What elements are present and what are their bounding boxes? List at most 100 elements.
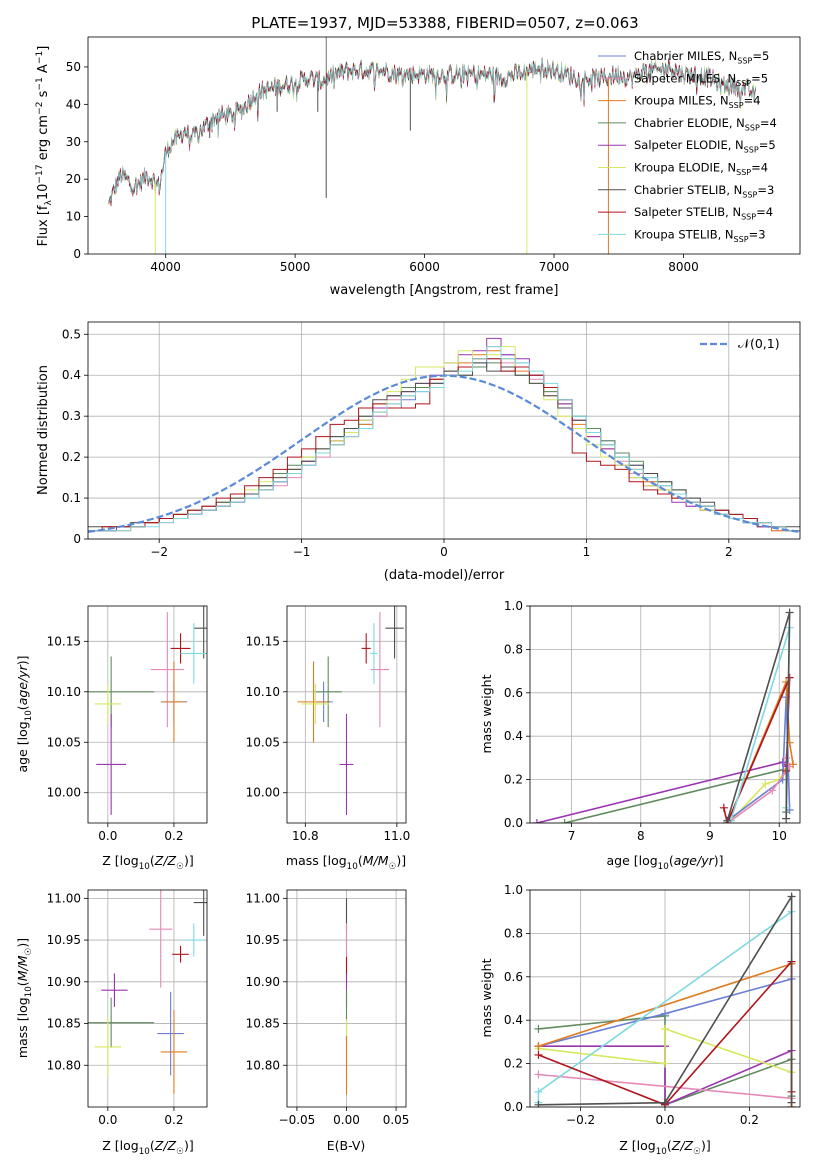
weight-marker — [787, 1098, 796, 1107]
label-part: )] — [396, 853, 406, 868]
label-part: 10 — [24, 986, 34, 997]
x-tick-label: 0.2 — [164, 1113, 183, 1127]
label-part: Kroupa ELODIE, N — [634, 161, 736, 175]
label-part: A — [36, 64, 51, 77]
label-part: SSP — [734, 235, 749, 244]
legend-entry: Kroupa STELIB, NSSP​=3 — [634, 227, 766, 243]
label-part: −1 — [35, 77, 45, 90]
label-part: Salpeter STELIB, N — [634, 205, 741, 219]
axes-frame — [87, 605, 208, 824]
label-part: )] — [714, 853, 724, 868]
label-part: mass [log — [15, 997, 30, 1058]
label-part: ( — [667, 1138, 672, 1153]
y-tick-label: 10.05 — [246, 735, 280, 749]
label-part: ( — [669, 853, 674, 868]
y-tick-label: 10.00 — [246, 786, 280, 800]
label-part: Z/Z — [154, 853, 177, 868]
age-vs-mass-plot-area — [297, 606, 404, 815]
label-part: ( — [15, 981, 30, 986]
label-part: ☉ — [388, 862, 396, 872]
x-tick-label: −2 — [150, 545, 168, 559]
chart-title: PLATE=1937, MJD=53388, FIBERID=0507, z=0… — [251, 14, 638, 32]
residuals-plot-area — [88, 337, 800, 533]
x-tick-label: 0.0 — [655, 1113, 674, 1127]
y-tick-label: 0.3 — [62, 409, 81, 423]
y-tick-label: 0.4 — [504, 1013, 523, 1027]
label-part: −17 — [35, 164, 45, 183]
label-part: =5 — [751, 71, 768, 85]
x-tick-label: 0.05 — [383, 1113, 410, 1127]
label-part: )] — [184, 853, 194, 868]
x-tick-label: 0.2 — [164, 829, 183, 843]
weight-marker — [761, 779, 770, 788]
legend-entry: Kroupa ELODIE, NSSP​=4 — [634, 161, 768, 177]
weight-marker — [723, 816, 732, 823]
legend-entry: 𝒩(0,1) — [738, 336, 780, 351]
y-tick-label: 0.2 — [62, 450, 81, 464]
y-tick-label: 0.5 — [62, 327, 81, 341]
label-part: Z [log — [102, 853, 138, 868]
x-tick-label: 0.00 — [333, 1113, 360, 1127]
weight-marker — [789, 760, 798, 769]
label-part: =3 — [757, 183, 774, 197]
x-tick-label: 8000 — [668, 260, 699, 274]
label-part: ( — [150, 1138, 155, 1153]
mass-vs-EBV-axes: −0.05 0.00 0.05 10.80 10.85 10.90 10.95 11.00 — [246, 889, 410, 1127]
y-tick-label: 11.00 — [47, 891, 81, 905]
legend-entry: Chabrier ELODIE, NSSP​=4 — [634, 116, 777, 132]
x-tick-label: 0.2 — [740, 1113, 759, 1127]
x-tick-label: 0.0 — [98, 829, 117, 843]
label-part: 10 — [24, 710, 34, 721]
label-part: ( — [15, 705, 30, 710]
y-tick-label: 0.1 — [62, 491, 81, 505]
label-part: =4 — [744, 94, 761, 108]
label-part: Chabrier ELODIE, N — [634, 116, 745, 130]
label-part: SSP — [736, 79, 751, 88]
label-part: 10 — [347, 862, 358, 872]
y-tick-label: 10.10 — [246, 685, 280, 699]
y-axis-label: age [log10​(age/yr)] — [15, 655, 34, 772]
weight-marker — [661, 1059, 669, 1068]
y-tick-label: 0.4 — [62, 368, 81, 382]
x-tick-label: −1 — [293, 545, 311, 559]
weight-marker — [661, 1024, 669, 1033]
y-axis-label: Flux [fλ​10−17​ erg cm−2​ s−1​ A−1​] — [35, 46, 54, 247]
y-tick-label: 0.6 — [504, 686, 523, 700]
x-tick-label: 4000 — [150, 260, 181, 274]
x-tick-label: 10.8 — [292, 829, 319, 843]
weight-marker — [719, 803, 728, 812]
label-part: s — [36, 90, 51, 101]
x-tick-label: 8 — [637, 829, 645, 843]
weight-line-salpeter-miles — [538, 1073, 792, 1100]
x-axis-label: wavelength [Angstrom, rest frame] — [330, 283, 559, 298]
label-part: Z/Z — [154, 1138, 177, 1153]
weight-marker — [534, 1042, 543, 1051]
weight-marker — [534, 1087, 543, 1096]
y-tick-label: 1.0 — [504, 599, 523, 613]
weight-vs-Z-axes: −0.2 0.0 0.2 0.0 0.2 0.4 0.6 0.8 1.0 — [504, 883, 801, 1127]
y-tick-label: 10.15 — [246, 634, 280, 648]
normal-curve — [88, 374, 800, 533]
spectrum-plot-area — [108, 37, 756, 254]
residuals-axes: −2 −1 0 1 2 0 0.1 0.2 0.3 0.4 0.5 — [62, 321, 801, 559]
x-axis-label: Z [log10​(Z/Z☉​)] — [619, 1138, 710, 1157]
x-axis-label: (data-model)/error — [384, 568, 505, 583]
y-tick-label: 10.80 — [246, 1058, 280, 1072]
label-part: )] — [15, 938, 30, 948]
legend-entry: Kroupa MILES, NSSP​=4 — [634, 94, 761, 110]
x-axis-label: mass [log10​(M/M☉​)] — [286, 853, 406, 872]
label-part: M/M — [363, 853, 389, 868]
label-part: −2 — [35, 102, 45, 115]
label-part: Salpeter MILES, N — [634, 71, 736, 85]
x-axis-label: Z [log10​(Z/Z☉​)] — [102, 853, 193, 872]
y-tick-label: 0 — [73, 247, 81, 261]
y-axis-label: Normed distribution — [36, 365, 51, 495]
label-part: =4 — [756, 205, 773, 219]
weight-vs-age-axes: 7 8 9 10 0.0 0.2 0.4 0.6 0.8 1.0 — [504, 599, 801, 843]
label-part: SSP — [741, 213, 756, 222]
label-part: ☉ — [176, 862, 184, 872]
legend-entry: Salpeter MILES, NSSP​=5 — [634, 71, 768, 87]
label-part: ☉ — [693, 1147, 701, 1157]
label-part: =3 — [749, 227, 766, 241]
